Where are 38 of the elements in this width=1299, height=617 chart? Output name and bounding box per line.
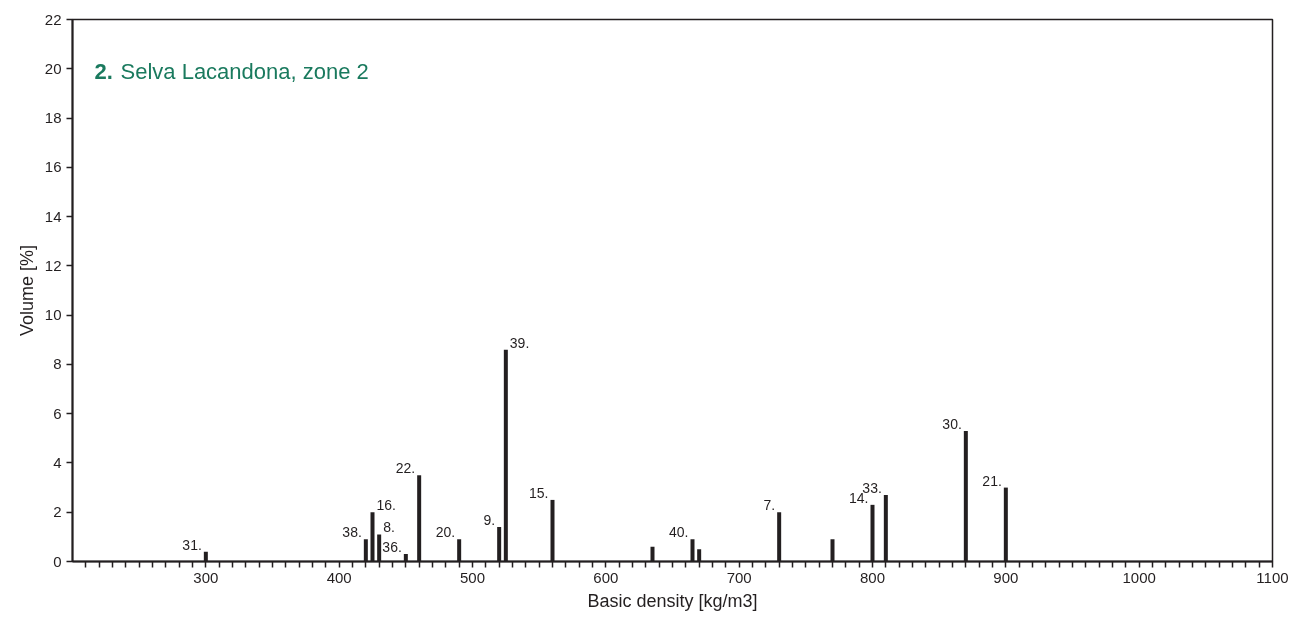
y-tick-label: 16 — [44, 158, 62, 176]
annotation: 8. — [383, 519, 395, 536]
y-tick-label: 22 — [44, 10, 62, 28]
y-tick-label: 20 — [44, 59, 62, 77]
y-tick-label: 12 — [44, 256, 62, 274]
text: 2. Selva Lacandona, zone 2 — [94, 59, 369, 84]
x-axis-title: Basic density [kg/m3] — [587, 590, 758, 611]
annotation: 7. — [763, 497, 776, 514]
x-tick-label: 1000 — [1122, 568, 1156, 586]
y-tick-label: 0 — [53, 552, 62, 570]
y-tick-label: 8 — [53, 355, 62, 373]
x-tick-label: 400 — [326, 568, 352, 586]
y-tick-label: 10 — [44, 306, 62, 324]
y-axis-title: Volume [%] — [16, 244, 37, 337]
x-tick-label: 900 — [993, 568, 1019, 586]
y-tick-label: 18 — [44, 109, 62, 127]
annotation: 39. — [509, 334, 530, 351]
annotation: 31. — [182, 536, 202, 553]
annotation: 30. — [942, 415, 962, 432]
y-tick-label: 14 — [44, 207, 62, 225]
annotation: 21. — [982, 472, 1002, 489]
x-tick-label: 1100 — [1256, 568, 1289, 586]
x-tick-label: 700 — [726, 568, 752, 586]
x-tick-label: 300 — [193, 568, 219, 586]
y-tick-label: 6 — [53, 404, 62, 422]
x-tick-label: 800 — [859, 568, 886, 586]
y-tick-label: 4 — [53, 453, 62, 471]
annotation: 40. — [669, 524, 689, 541]
annotation: 36. — [382, 539, 402, 556]
annotation: 22. — [395, 460, 416, 477]
annotation: 16. — [376, 497, 396, 514]
annotation: 15. — [529, 484, 549, 501]
annotation: 9. — [483, 512, 496, 529]
x-tick-label: 500 — [459, 568, 486, 586]
x-tick-label: 600 — [593, 568, 619, 586]
annotation: 38. — [342, 524, 362, 541]
annotation: 20. — [435, 524, 456, 541]
y-tick-label: 2 — [53, 503, 62, 521]
